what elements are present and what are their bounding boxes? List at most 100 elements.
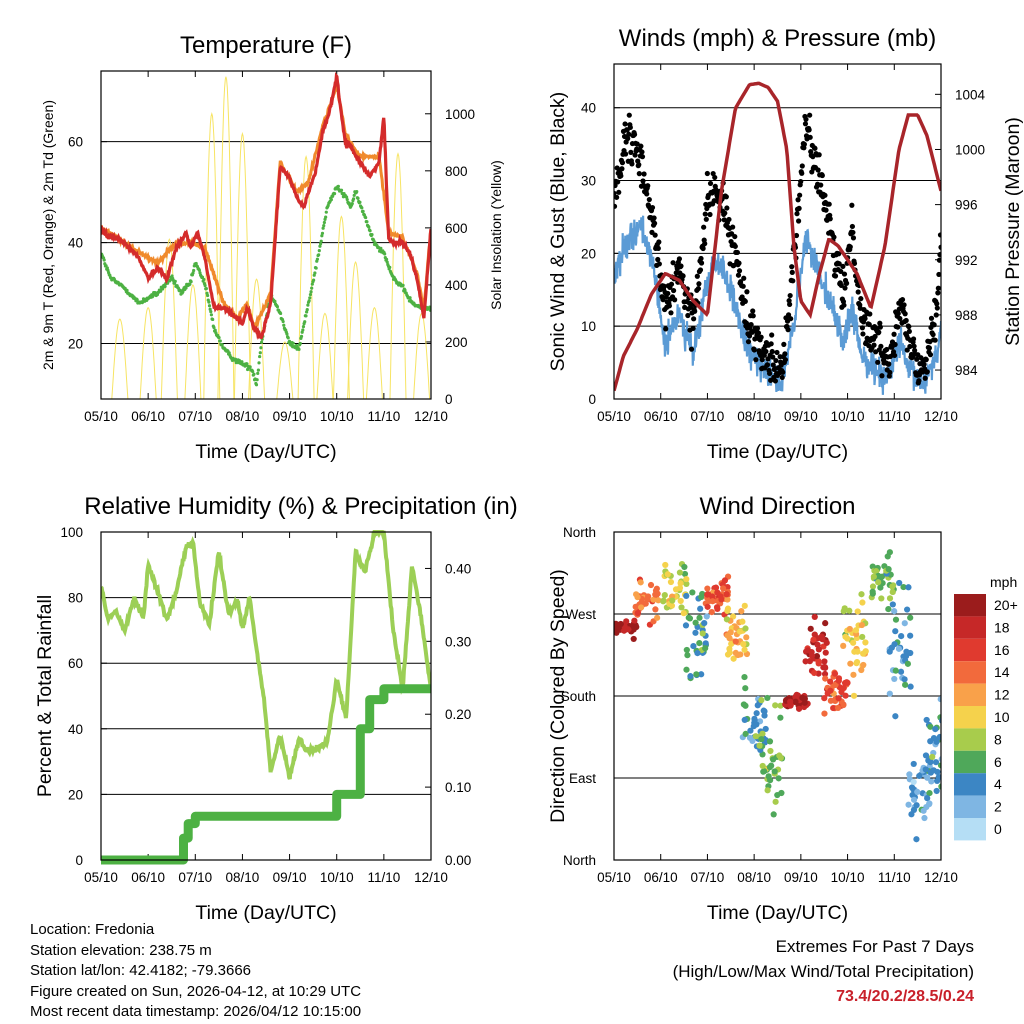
direction-point <box>653 585 660 592</box>
dewpoint-point <box>188 282 192 286</box>
gust-point <box>847 244 853 250</box>
direction-point <box>742 702 749 709</box>
y-tick-label: 80 <box>68 591 83 606</box>
gust-point <box>849 202 855 208</box>
gust-point <box>877 320 883 326</box>
gust-point <box>672 297 678 303</box>
y-tick-label: 30 <box>581 174 596 189</box>
y-tick-label: 0 <box>75 853 83 868</box>
gust-point <box>928 315 935 321</box>
direction-point <box>860 661 867 669</box>
solar-peak <box>365 306 383 399</box>
direction-point <box>795 705 803 712</box>
x-tick-label: 06/10 <box>644 870 678 885</box>
solar-peak <box>139 306 157 399</box>
gust-point <box>673 270 679 276</box>
y-tick-label: South <box>561 689 596 704</box>
direction-point <box>681 570 689 578</box>
gust-point <box>878 343 884 349</box>
direction-point <box>926 801 933 808</box>
direction-point <box>844 679 851 686</box>
direction-point <box>683 592 690 600</box>
gust-point <box>629 161 635 167</box>
direction-point <box>751 715 758 722</box>
gust-point <box>695 285 701 292</box>
gust-point <box>879 373 885 379</box>
y-axis-label: Direction (Colored By Speed) <box>547 569 569 823</box>
direction-point <box>869 583 877 590</box>
gust-point <box>735 272 742 278</box>
direction-point <box>777 754 785 762</box>
gust-point <box>938 244 941 250</box>
gust-point <box>937 232 941 238</box>
direction-point <box>614 629 620 636</box>
dewpoint-point <box>197 268 201 272</box>
direction-point <box>705 591 712 598</box>
gust-point <box>911 343 917 349</box>
direction-point <box>793 691 800 699</box>
direction-point <box>741 673 748 681</box>
direction-point <box>680 610 687 617</box>
direction-point <box>904 606 911 613</box>
gust-point <box>910 336 917 342</box>
gust-point <box>702 241 708 247</box>
gust-point <box>840 263 846 269</box>
gust-point <box>652 232 658 238</box>
recent-timestamp: Most recent data timestamp: 2026/04/12 1… <box>30 1003 362 1021</box>
gust-point <box>745 339 752 345</box>
direction-point <box>761 712 768 719</box>
dewpoint-point <box>258 354 262 359</box>
colorbar-swatch <box>954 638 986 662</box>
direction-point <box>696 614 703 621</box>
gust-point <box>872 333 878 340</box>
direction-point <box>892 713 899 720</box>
y2-tick-label: 1000 <box>445 107 475 122</box>
direction-point <box>740 641 747 648</box>
direction-point <box>634 609 641 617</box>
dewpoint-point <box>173 279 177 283</box>
chart-title: Relative Humidity (%) & Precipitation (i… <box>84 493 517 520</box>
dewpoint-point <box>240 360 244 364</box>
gust-point <box>628 149 634 155</box>
direction-point <box>901 620 908 627</box>
y2-tick-label: 0.20 <box>445 707 471 722</box>
gust-point <box>668 310 674 316</box>
gust-point <box>891 331 897 337</box>
y-tick-label: 0 <box>588 392 596 407</box>
direction-point <box>920 807 927 814</box>
solar-peak <box>347 261 365 399</box>
direction-point <box>891 641 898 648</box>
dewpoint-point <box>318 242 323 246</box>
direction-point <box>846 625 853 633</box>
direction-point <box>895 645 903 652</box>
gust-point <box>759 357 765 363</box>
dewpoint-point <box>320 231 325 235</box>
solar-peak <box>297 154 315 399</box>
gust-point <box>926 345 932 351</box>
direction-point <box>753 710 760 717</box>
direction-point <box>702 645 709 652</box>
direction-point <box>687 673 694 680</box>
dewpoint-point <box>308 296 312 300</box>
gust-point <box>644 191 650 197</box>
direction-point <box>766 738 774 745</box>
direction-point <box>840 701 847 709</box>
direction-point <box>821 670 829 678</box>
gust-point <box>916 378 922 384</box>
gust-point <box>788 316 794 322</box>
gust-point <box>701 224 707 230</box>
dewpoint-point <box>321 226 325 230</box>
extremes-subtitle: (High/Low/Max Wind/Total Precipitation) <box>672 962 974 981</box>
dewpoint-point <box>360 206 364 210</box>
dewpoint-point <box>282 323 286 327</box>
gust-point <box>782 351 788 357</box>
direction-point <box>898 633 905 640</box>
dewpoint-point <box>317 253 321 257</box>
x-axis: 05/10 06/10 07/10 08/10 09/10 10/10 11/10 12/10… <box>84 532 448 924</box>
dewpoint-point <box>248 365 252 369</box>
chart-title: Winds (mph) & Pressure (mb) <box>619 25 936 52</box>
direction-point <box>835 695 842 702</box>
chart-title: Temperature (F) <box>180 32 352 59</box>
dewpoint-point <box>217 335 221 340</box>
direction-point <box>647 581 655 589</box>
